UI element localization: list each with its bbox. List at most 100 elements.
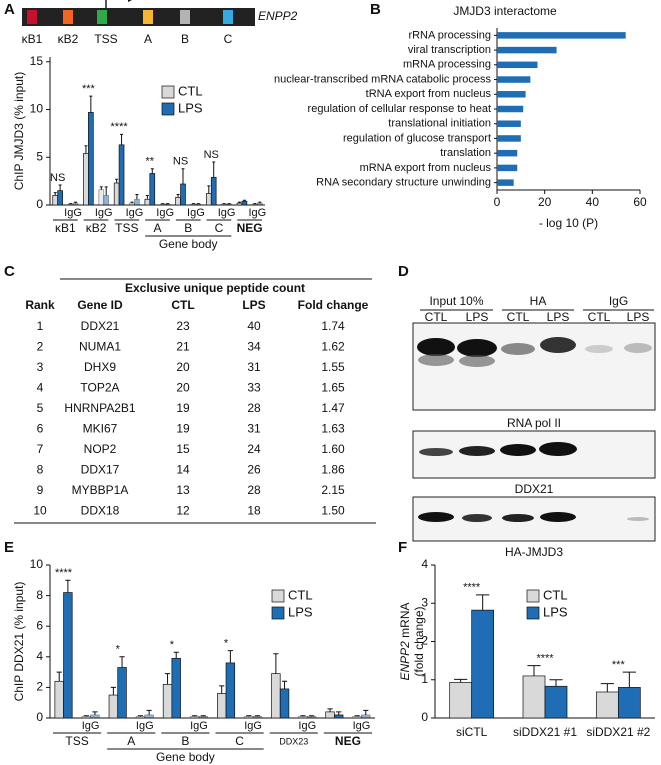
bar (180, 183, 186, 206)
gene-element (27, 10, 37, 24)
y-tick-label: mRNA processing (403, 59, 491, 71)
table-cell: 19 (176, 401, 190, 415)
error-bar (164, 673, 171, 685)
bar (129, 202, 135, 206)
error-bar (146, 709, 152, 715)
x-tick-label: IgG (298, 720, 316, 732)
error-bar (549, 679, 563, 687)
x-tick-label: A (127, 734, 135, 748)
table-cell: 31 (247, 360, 261, 374)
bar (279, 688, 290, 719)
gene-name: ENPP2 (258, 9, 298, 23)
significance-label: *** (82, 83, 96, 95)
table-cell: 14 (176, 463, 190, 477)
bar (306, 716, 317, 719)
bar (271, 673, 281, 719)
significance-label: NS (204, 149, 219, 161)
y-tick-label: nuclear-transcribed mRNA catabolic proce… (274, 73, 492, 85)
error-bar (309, 715, 315, 717)
bar (171, 657, 181, 719)
bar (175, 197, 181, 206)
band (418, 512, 454, 522)
table-cell: 12 (176, 504, 190, 518)
table-cell: 1.74 (321, 319, 345, 333)
gene-element (223, 10, 233, 24)
legend-swatch (271, 589, 285, 603)
y-tick-label: 3 (421, 595, 428, 609)
table-cell: NOP2 (84, 442, 117, 456)
x-tick-label: 40 (586, 195, 600, 209)
error-bar (273, 653, 279, 674)
significance-label: **** (463, 582, 481, 594)
x-tick-label: IgG (190, 720, 208, 732)
error-bar (120, 133, 124, 145)
y-tick-label: 0 (36, 710, 43, 724)
band (540, 337, 576, 353)
y-tick-label: 8 (36, 588, 43, 602)
bar (225, 662, 236, 719)
error-bar (207, 185, 211, 194)
y-tick-label: translational initiation (388, 118, 491, 130)
table-cell: 23 (176, 319, 190, 333)
blot-lane-label: LPS (547, 310, 570, 324)
panel-label: F (398, 539, 407, 556)
table-cell: DHX9 (84, 360, 116, 374)
y-axis-label: (fold change) (412, 606, 426, 676)
error-bar (65, 579, 71, 593)
bar (497, 46, 557, 54)
y-tick-label: 1 (421, 672, 428, 686)
table-cell: 10 (33, 504, 47, 518)
bar (81, 716, 91, 719)
blot-group-label: IgG (609, 294, 628, 308)
gene-element-label: C (224, 32, 233, 46)
error-bar (238, 201, 241, 204)
y-tick-label: 4 (36, 649, 43, 663)
significance-label: **** (111, 121, 129, 133)
tss-arrow-head (128, 0, 132, 2)
blot-label: HA-JMJD3 (505, 545, 563, 559)
error-bar (99, 186, 103, 190)
y-tick-label: 2 (36, 680, 43, 694)
band (539, 442, 577, 456)
significance-label: * (170, 639, 175, 651)
blot-frame (412, 430, 656, 479)
error-bar (363, 709, 369, 715)
band (419, 448, 453, 456)
bar (190, 203, 197, 206)
x-tick-label: IgG (126, 207, 144, 219)
bar (252, 716, 263, 719)
x-tick-label: IgG (156, 207, 174, 219)
legend-swatch (161, 85, 175, 99)
bar (497, 149, 518, 157)
bar (334, 714, 344, 719)
x-tick-label: IgG (95, 207, 113, 219)
significance-label: * (224, 638, 229, 650)
y-tick-label: 10 (30, 102, 44, 116)
y-axis-label: ChIP JMJD3 (% input) (12, 72, 26, 190)
y-tick-label: 6 (36, 618, 43, 632)
gene-element (180, 10, 190, 24)
error-bar (327, 708, 333, 712)
blot-lane-label: CTL (507, 310, 530, 324)
gene-element-label: B (181, 32, 189, 46)
legend-swatch (161, 102, 175, 116)
legend-label: CTL (543, 587, 568, 602)
error-bar (74, 201, 77, 204)
table-cell: 31 (247, 422, 261, 436)
bar (617, 687, 641, 719)
table-cell: DDX17 (81, 463, 120, 477)
gene-map: ENPP2 κB1 κB2 TSS A B C (22, 0, 298, 46)
bar (98, 189, 105, 206)
bar (497, 164, 518, 172)
table-cell: 2.15 (321, 483, 345, 497)
table-cell: 33 (247, 381, 261, 395)
table-column-header: Gene ID (77, 298, 123, 312)
blot-lane-label: LPS (466, 310, 489, 324)
y-tick-label: 0 (421, 710, 428, 724)
bar (210, 176, 217, 206)
y-tick-label: 5 (36, 149, 43, 163)
bar (149, 173, 156, 206)
band (502, 514, 534, 522)
bar (352, 716, 362, 719)
